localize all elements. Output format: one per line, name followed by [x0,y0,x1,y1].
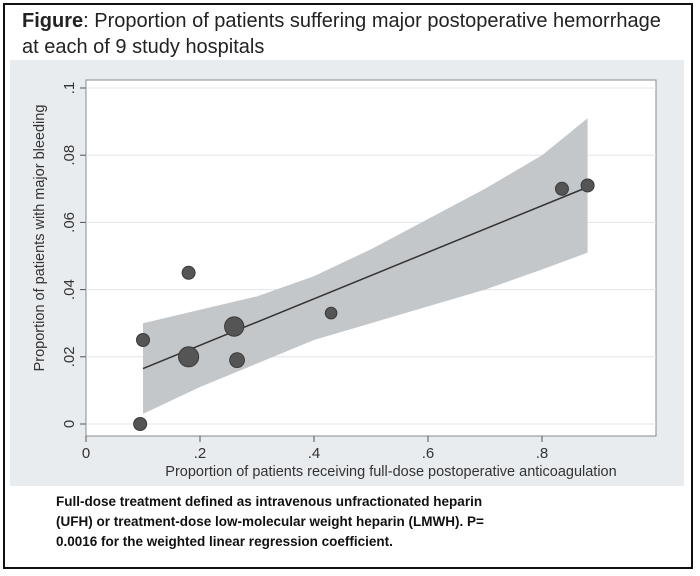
data-point [133,417,148,431]
data-point [178,346,200,368]
footnote: Full-dose treatment defined as intraveno… [56,492,666,552]
data-point [181,265,196,280]
data-point [229,352,245,369]
figure-label: Figure [22,10,84,32]
footnote-line-1: Full-dose treatment defined as intraveno… [56,494,483,509]
y-tick-label: .08 [61,145,78,166]
y-tick-label: 0 [61,420,78,428]
x-axis-title: Proportion of patients receiving full-do… [165,464,616,480]
y-axis-title: Proportion of patients with major bleedi… [32,105,48,372]
data-point [554,181,569,196]
data-point [136,333,150,347]
confidence-band [143,118,588,414]
data-point [580,178,595,193]
data-point [224,316,245,337]
x-tick-label: 0 [82,445,90,462]
x-tick-label: .6 [422,445,435,462]
footnote-line-2: (UFH) or treatment-dose low-molecular we… [56,514,484,529]
x-tick-label: .8 [536,445,549,462]
figure-caption: : Proportion of patients suffering major… [22,10,661,58]
y-tick-label: .1 [61,82,78,95]
y-tick-label: .04 [61,279,78,300]
x-tick-label: .4 [308,445,321,462]
figure-title: Figure: Proportion of patients suffering… [22,8,662,60]
x-tick-label: .2 [194,445,207,462]
regression-line [142,186,588,370]
data-point [324,306,338,320]
y-tick-label: .06 [61,212,78,233]
footnote-line-3: 0.0016 for the weighted linear regressio… [56,534,393,549]
y-tick-label: .02 [61,346,78,367]
